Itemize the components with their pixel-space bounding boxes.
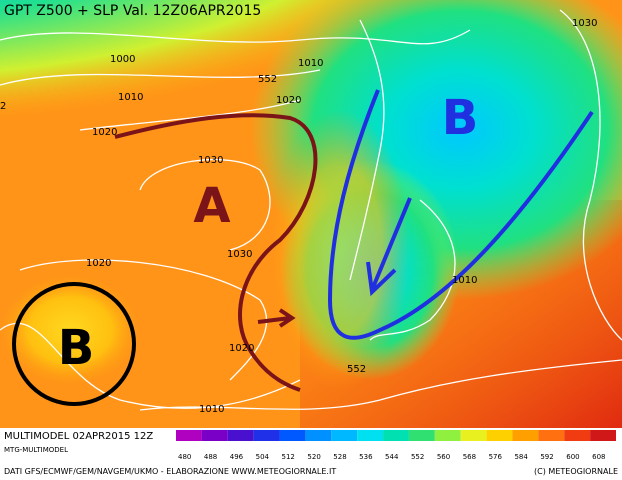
scale-label: 544 <box>385 453 399 461</box>
credit-label: (C) METEOGIORNALE <box>534 467 618 476</box>
run-label: MULTIMODEL 02APR2015 12Z <box>4 431 153 442</box>
scale-swatch <box>538 430 565 441</box>
isobar-label: 1010 <box>118 92 143 103</box>
isobar-label: 1030 <box>227 249 252 260</box>
low-center: B <box>58 320 95 376</box>
scale-swatch <box>305 430 332 441</box>
scale-swatch <box>279 430 306 441</box>
isobar-label: 1000 <box>110 54 135 65</box>
scale-swatch <box>201 430 228 441</box>
isobar-label: 1020 <box>86 258 111 269</box>
isobar-label: 1030 <box>572 18 597 29</box>
scale-swatch <box>253 430 280 441</box>
isobar-label: 1020 <box>276 95 301 106</box>
scale-label: 608 <box>592 453 605 461</box>
isobar-label: 552 <box>258 74 277 85</box>
isobar-labels: 1000 1010 1020 1030 1030 1020 1020 1010 … <box>0 18 597 415</box>
scale-label: 488 <box>204 453 217 461</box>
scale-label: 552 <box>411 453 424 461</box>
isobar-label: 1030 <box>198 155 223 166</box>
pressure-centers: A B B <box>58 90 479 376</box>
scale-label: 496 <box>230 453 244 461</box>
isobar-label: 1010 <box>298 58 323 69</box>
isobar-label: 2 <box>0 101 6 112</box>
scale-swatch <box>408 430 435 441</box>
isobar-label: 1020 <box>92 127 117 138</box>
scale-label: 576 <box>489 453 503 461</box>
color-scale: 480 488 496 504 512 520 528 536 544 552 560 568 576 5… <box>176 430 616 461</box>
scale-label: 568 <box>463 453 476 461</box>
isobar-label: 1010 <box>452 275 477 286</box>
isobar-label: 1020 <box>229 343 254 354</box>
scale-swatch <box>357 430 384 441</box>
scale-swatch <box>512 430 539 441</box>
scale-label: 480 <box>178 453 191 461</box>
scale-swatch <box>434 430 461 441</box>
map <box>0 0 622 428</box>
isobar-label: 1010 <box>199 404 224 415</box>
low-center: B <box>442 90 479 146</box>
scale-label: 520 <box>307 453 320 461</box>
map-title: GPT Z500 + SLP Val. 12Z06APR2015 <box>4 3 261 19</box>
isobar-label: 552 <box>347 364 366 375</box>
scale-label: 600 <box>566 453 579 461</box>
scale-swatch <box>383 430 409 441</box>
footer: MULTIMODEL 02APR2015 12Z MTG-MULTIMODEL … <box>4 430 618 476</box>
source-label: DATI GFS/ECMWF/GEM/NAVGEM/UKMO - ELABORA… <box>4 467 336 476</box>
model-label: MTG-MULTIMODEL <box>4 446 68 454</box>
scale-swatch <box>176 430 202 441</box>
scale-swatch <box>486 430 513 441</box>
scale-swatch <box>460 430 487 441</box>
scale-label: 528 <box>333 453 346 461</box>
scale-label: 584 <box>514 453 528 461</box>
scale-label: 560 <box>437 453 450 461</box>
scale-label: 536 <box>359 453 373 461</box>
scale-label: 504 <box>256 453 270 461</box>
scale-label: 592 <box>540 453 553 461</box>
high-center: A <box>193 178 230 234</box>
scale-swatch <box>564 430 591 441</box>
scale-swatch <box>590 430 616 441</box>
scale-label: 512 <box>282 453 295 461</box>
scale-swatch <box>227 430 254 441</box>
scale-swatch <box>331 430 358 441</box>
